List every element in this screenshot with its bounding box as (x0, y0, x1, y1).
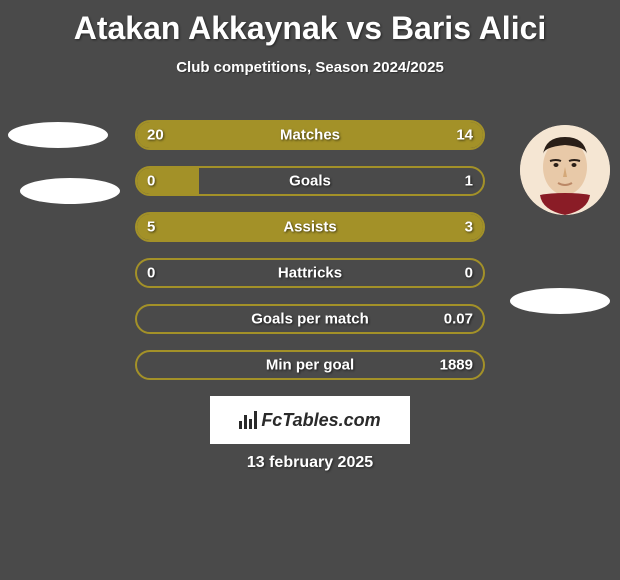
stat-value-left: 0 (147, 173, 155, 190)
stat-row: 0 Hattricks 0 (135, 258, 485, 288)
stat-label: Min per goal (266, 357, 354, 374)
player2-base-oval (510, 288, 610, 314)
stat-value-right: 3 (465, 219, 473, 236)
stat-label: Hattricks (278, 265, 342, 282)
stat-row: 0 Goals 1 (135, 166, 485, 196)
stat-value-left: 5 (147, 219, 155, 236)
stat-label: Matches (280, 127, 340, 144)
logo-bars-icon (239, 411, 257, 429)
stat-row: 5 Assists 3 (135, 212, 485, 242)
stat-label: Goals per match (251, 311, 369, 328)
stat-value-right: 0.07 (444, 311, 473, 328)
stat-row: 20 Matches 14 (135, 120, 485, 150)
stat-row: Min per goal 1889 (135, 350, 485, 380)
stat-row: Goals per match 0.07 (135, 304, 485, 334)
page-title: Atakan Akkaynak vs Baris Alici (0, 0, 620, 47)
stat-value-right: 1889 (440, 357, 473, 374)
stat-value-right: 14 (456, 127, 473, 144)
stat-value-right: 1 (465, 173, 473, 190)
stat-value-left: 0 (147, 265, 155, 282)
date-label: 13 february 2025 (247, 454, 373, 472)
stat-label: Goals (289, 173, 331, 190)
stat-value-right: 0 (465, 265, 473, 282)
stats-chart: 20 Matches 14 0 Goals 1 5 Assists 3 0 Hattricks 0 Go… (135, 120, 485, 396)
player2-face-icon (520, 125, 610, 215)
logo: FcTables.com (239, 410, 380, 431)
logo-text: FcTables.com (261, 410, 380, 431)
player1-avatar-oval (8, 122, 108, 148)
player2-avatar (520, 125, 610, 215)
stat-label: Assists (283, 219, 336, 236)
logo-box: FcTables.com (210, 396, 410, 444)
stat-value-left: 20 (147, 127, 164, 144)
subtitle: Club competitions, Season 2024/2025 (0, 59, 620, 76)
player1-base-oval (20, 178, 120, 204)
